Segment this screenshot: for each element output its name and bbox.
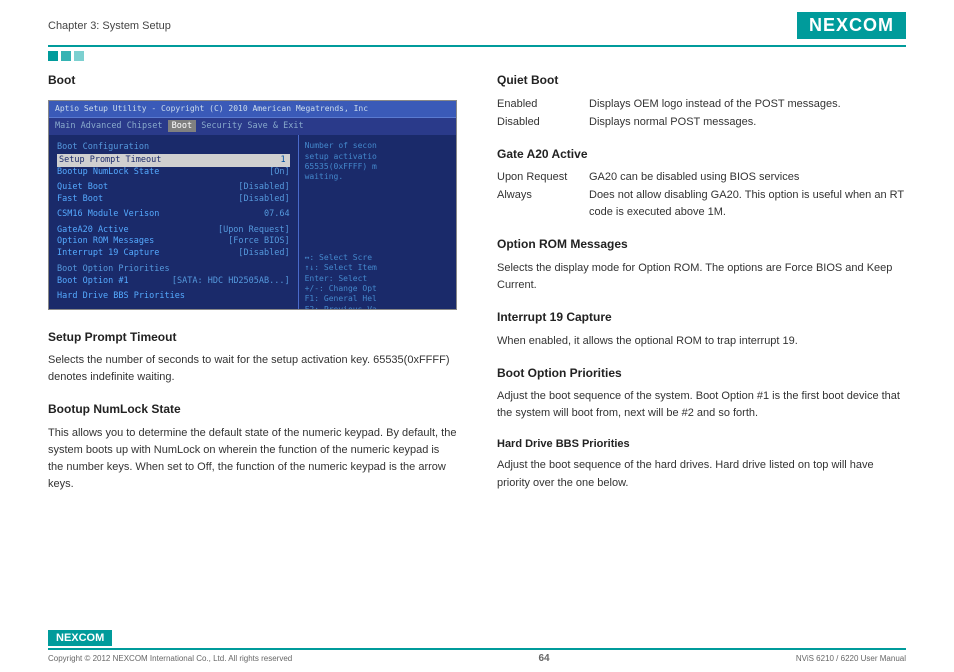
section-heading: Interrupt 19 Capture [497,308,906,327]
def-term: Enabled [497,96,589,113]
left-column: Boot Aptio Setup Utility - Copyright (C)… [48,71,457,493]
section-body: When enabled, it allows the optional ROM… [497,333,906,350]
chapter-title: Chapter 3: System Setup [48,20,171,32]
section-heading-boot: Boot [48,71,457,90]
copyright-text: Copyright © 2012 NEXCOM International Co… [48,654,292,663]
bios-screenshot: Aptio Setup Utility - Copyright (C) 2010… [48,100,457,310]
section-body: This allows you to determine the default… [48,425,457,493]
section-body: Selects the number of seconds to wait fo… [48,352,457,386]
section-body: Adjust the boot sequence of the hard dri… [497,457,906,491]
bios-right-pane: Number of secon setup activatio 65535(0x… [299,135,456,309]
def-def: Does not allow disabling GA20. This opti… [589,187,906,221]
page-footer: NEXCOM Copyright © 2012 NEXCOM Internati… [0,628,954,664]
bios-row: Interrupt 19 Capture[Disabled] [57,248,290,259]
def-term: Upon Request [497,169,589,186]
brand-logo: NEXCOM [797,12,906,39]
section-heading: Setup Prompt Timeout [48,328,457,347]
subsection-heading: Hard Drive BBS Priorities [497,436,906,453]
bios-left-pane: Boot ConfigurationSetup Prompt Timeout1B… [49,135,299,309]
bios-row: Hard Drive BBS Priorities [57,291,290,302]
right-column: Quiet Boot Enabled Displays OEM logo ins… [497,71,906,493]
bios-row: Boot Configuration [57,141,290,153]
section-heading: Quiet Boot [497,71,906,90]
definition-row: Always Does not allow disabling GA20. Th… [497,187,906,221]
page-header: Chapter 3: System Setup NEXCOM [0,0,954,45]
bios-row: CSM16 Module Verison07.64 [57,209,290,220]
bios-menubar-active: Boot [168,120,196,132]
def-term: Always [497,187,589,221]
footer-logo: NEXCOM [48,630,112,646]
section-heading: Boot Option Priorities [497,364,906,383]
header-divider [48,45,906,47]
bios-row: GateA20 Active[Upon Request] [57,225,290,236]
section-heading: Bootup NumLock State [48,400,457,419]
bios-help-top: Number of secon setup activatio 65535(0x… [305,141,450,183]
bios-row: Boot Option Priorities [57,263,290,275]
bios-row: Fast Boot[Disabled] [57,194,290,205]
def-def: GA20 can be disabled using BIOS services [589,169,906,186]
content-area: Boot Aptio Setup Utility - Copyright (C)… [0,71,954,493]
def-def: Displays normal POST messages. [589,114,906,131]
bios-row: Boot Option #1[SATA: HDC HD2505AB...] [57,276,290,287]
section-heading: Gate A20 Active [497,145,906,164]
section-body: Adjust the boot sequence of the system. … [497,388,906,422]
footer-divider [48,648,906,650]
bios-row: Quiet Boot[Disabled] [57,182,290,193]
definition-row: Enabled Displays OEM logo instead of the… [497,96,906,113]
definition-row: Disabled Displays normal POST messages. [497,114,906,131]
def-def: Displays OEM logo instead of the POST me… [589,96,906,113]
decorative-squares [48,51,906,61]
bios-row: Bootup NumLock State[On] [57,167,290,178]
bios-row: Option ROM Messages[Force BIOS] [57,236,290,247]
bios-body: Boot ConfigurationSetup Prompt Timeout1B… [49,135,456,309]
manual-name: NViS 6210 / 6220 User Manual [796,654,906,663]
definition-row: Upon Request GA20 can be disabled using … [497,169,906,186]
def-term: Disabled [497,114,589,131]
bios-menubar: Main Advanced Chipset Boot Security Save… [49,118,456,135]
bios-row-highlighted: Setup Prompt Timeout1 [57,154,290,167]
page-number: 64 [538,653,549,664]
section-heading: Option ROM Messages [497,235,906,254]
bios-help-keys: ↔: Select Scre ↑↓: Select Item Enter: Se… [305,253,450,310]
section-body: Selects the display mode for Option ROM.… [497,260,906,294]
bios-titlebar: Aptio Setup Utility - Copyright (C) 2010… [49,101,456,118]
